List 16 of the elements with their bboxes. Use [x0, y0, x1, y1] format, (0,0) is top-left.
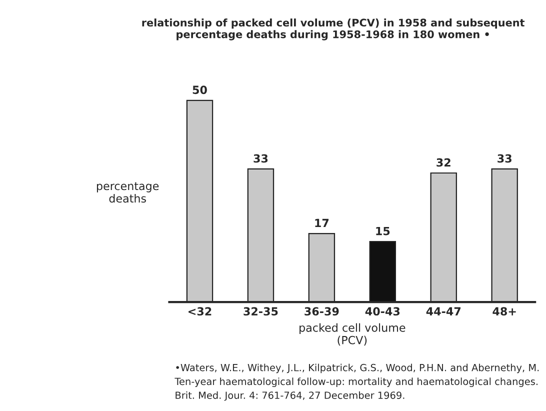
x-tick-label: 32-35 — [244, 307, 278, 316]
x-tick-label: 48+ — [492, 307, 516, 316]
x-axis-title: packed cell volume (PCV) — [300, 323, 406, 346]
data-label: 15 — [376, 227, 390, 236]
data-label: 50 — [192, 86, 207, 94]
y-axis-title: percentage deaths — [96, 182, 159, 203]
x-tick-label: <32 — [188, 307, 212, 316]
x-tick-label: 40-43 — [365, 307, 400, 316]
data-label: 33 — [498, 154, 512, 163]
chart-title: relationship of packed cell volume (PCV) in 1958 and subsequent percentage deaths during 1958-1968 in 180 women • — [142, 18, 525, 40]
x-tick-label: 36-39 — [304, 307, 339, 316]
text: •Waters, W.E., Withey, J.L., Kilpatrick, G.S., Wood, P.H.N. and Abernethy, M. Ten-year haematological follow-up: mortality and haematological changes. Brit. Med. Jour. 4: 761-764, 27 December 1969. — [174, 364, 539, 401]
x-tick-label: 44-47 — [426, 307, 461, 316]
data-label: 32 — [436, 158, 450, 167]
data-label: 17 — [315, 218, 329, 228]
data-label: 33 — [254, 154, 268, 163]
